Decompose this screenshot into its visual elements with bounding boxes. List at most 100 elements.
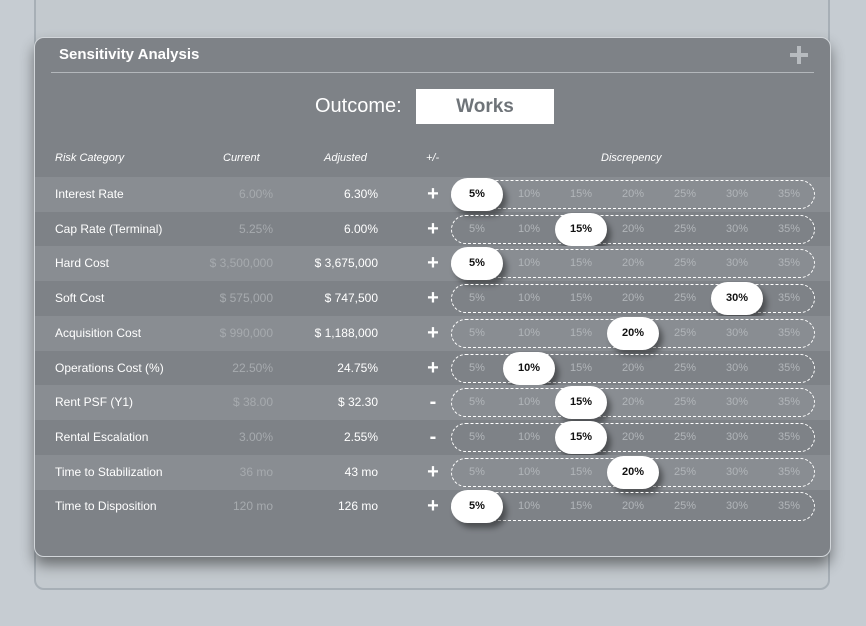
discrepancy-option[interactable]: 35% — [777, 257, 801, 270]
current-value: 6.00% — [238, 187, 273, 201]
discrepancy-option[interactable]: 15% — [555, 420, 607, 454]
discrepancy-option[interactable]: 35% — [777, 326, 801, 339]
table-row: Time to Stabilization 36 mo 43 mo +5% 10% 15%… — [35, 454, 830, 490]
discrepancy-option[interactable]: 25% — [673, 222, 697, 235]
discrepancy-option[interactable]: 30% — [725, 222, 749, 235]
sign-toggle[interactable]: + — [427, 217, 439, 240]
discrepancy-option[interactable]: 10% — [517, 430, 541, 443]
discrepancy-track — [451, 388, 815, 418]
discrepancy-option[interactable]: 30% — [725, 500, 749, 513]
discrepancy-option[interactable]: 30% — [725, 430, 749, 443]
discrepancy-option[interactable]: 30% — [725, 465, 749, 478]
discrepancy-option[interactable]: 20% — [621, 430, 645, 443]
discrepancy-option[interactable]: 5% — [469, 326, 485, 339]
discrepancy-option[interactable]: 25% — [673, 326, 697, 339]
risk-category: Time to Disposition — [55, 499, 157, 514]
discrepancy-option[interactable]: 15% — [569, 500, 593, 513]
table-row: Soft Cost $ 575,000 $ 747,500 +5% 10% 15% 20% 2… — [35, 281, 830, 316]
discrepancy-option[interactable]: 25% — [673, 500, 697, 513]
discrepancy-option[interactable]: 5% — [451, 247, 503, 281]
discrepancy-option[interactable]: 25% — [673, 188, 697, 200]
discrepancy-option[interactable]: 10% — [517, 257, 541, 270]
discrepancy-option[interactable]: 30% — [711, 282, 763, 316]
discrepancy-option[interactable]: 5% — [451, 490, 503, 524]
discrepancy-option[interactable]: 5% — [469, 222, 485, 235]
discrepancy-option[interactable]: 5% — [469, 361, 485, 374]
risk-category: Acquisition Cost — [55, 325, 142, 340]
discrepancy-option[interactable]: 15% — [569, 361, 593, 374]
header-adjusted: Adjusted — [324, 152, 367, 164]
discrepancy-option[interactable]: 20% — [621, 361, 645, 374]
discrepancy-option[interactable]: 35% — [777, 188, 801, 200]
discrepancy-option[interactable]: 25% — [673, 361, 697, 374]
sign-toggle[interactable]: - — [429, 425, 437, 448]
discrepancy-option[interactable]: 15% — [555, 386, 607, 420]
header-discrepancy: Discrepency — [601, 152, 662, 164]
discrepancy-option[interactable]: 25% — [673, 257, 697, 270]
sign-toggle[interactable]: + — [427, 460, 439, 483]
discrepancy-option[interactable]: 10% — [517, 222, 541, 235]
discrepancy-option[interactable]: 15% — [569, 257, 593, 270]
discrepancy-option[interactable]: 30% — [725, 188, 749, 200]
discrepancy-option[interactable]: 10% — [517, 500, 541, 513]
adjusted-value: $ 3,675,000 — [314, 256, 378, 271]
discrepancy-option[interactable]: 35% — [777, 500, 801, 513]
sign-toggle[interactable]: + — [427, 287, 439, 310]
table-row: Cap Rate (Terminal) 5.25% 6.00% +5% 10% 15% 20… — [35, 212, 830, 247]
discrepancy-option[interactable]: 20% — [621, 500, 645, 513]
discrepancy-option[interactable]: 15% — [569, 465, 593, 478]
discrepancy-option[interactable]: 10% — [517, 326, 541, 339]
discrepancy-option[interactable]: 20% — [621, 396, 645, 409]
sign-toggle[interactable]: + — [427, 321, 439, 344]
discrepancy-option[interactable]: 35% — [777, 396, 801, 409]
discrepancy-option[interactable]: 25% — [673, 430, 697, 443]
sign-toggle[interactable]: + — [427, 183, 439, 205]
discrepancy-option[interactable]: 20% — [621, 222, 645, 235]
sign-toggle[interactable]: + — [427, 495, 439, 518]
discrepancy-option[interactable]: 10% — [517, 465, 541, 478]
discrepancy-option[interactable]: 35% — [777, 361, 801, 374]
discrepancy-option[interactable]: 15% — [555, 212, 607, 246]
sensitivity-analysis-panel: Sensitivity Analysis Outcome: Works Risk… — [34, 37, 831, 557]
sign-toggle[interactable]: + — [427, 356, 439, 379]
discrepancy-option[interactable]: 20% — [621, 292, 645, 305]
discrepancy-option[interactable]: 5% — [469, 430, 485, 443]
discrepancy-option[interactable]: 35% — [777, 430, 801, 443]
plus-icon[interactable] — [790, 46, 808, 64]
discrepancy-option[interactable]: 15% — [569, 188, 593, 200]
discrepancy-option[interactable]: 5% — [469, 292, 485, 305]
discrepancy-option[interactable]: 20% — [607, 455, 659, 489]
discrepancy-track — [451, 284, 815, 314]
discrepancy-option[interactable]: 15% — [569, 326, 593, 339]
discrepancy-option[interactable]: 10% — [503, 351, 555, 385]
discrepancy-option[interactable]: 30% — [725, 326, 749, 339]
discrepancy-option[interactable]: 20% — [621, 188, 645, 200]
discrepancy-option[interactable]: 30% — [725, 396, 749, 409]
discrepancy-option[interactable]: 35% — [777, 465, 801, 478]
sign-toggle[interactable]: - — [429, 391, 437, 414]
discrepancy-option[interactable]: 35% — [777, 222, 801, 235]
risk-category: Rental Escalation — [55, 429, 149, 444]
discrepancy-option[interactable]: 30% — [725, 361, 749, 374]
discrepancy-option[interactable]: 15% — [569, 292, 593, 305]
discrepancy-option[interactable]: 25% — [673, 396, 697, 409]
discrepancy-option[interactable]: 10% — [517, 292, 541, 305]
discrepancy-option[interactable]: 10% — [517, 396, 541, 409]
discrepancy-option[interactable]: 20% — [607, 316, 659, 350]
discrepancy-option[interactable]: 25% — [673, 465, 697, 478]
discrepancy-option[interactable]: 10% — [517, 188, 541, 200]
outcome-value: Works — [416, 89, 554, 124]
discrepancy-option[interactable]: 30% — [725, 257, 749, 270]
current-value: 3.00% — [238, 429, 273, 444]
table-row: Operations Cost (%) 22.50% 24.75% +5% 10% 15%… — [35, 351, 830, 386]
discrepancy-option[interactable]: 20% — [621, 257, 645, 270]
discrepancy-option[interactable]: 5% — [469, 465, 485, 478]
sign-toggle[interactable]: + — [427, 252, 439, 275]
discrepancy-option[interactable]: 35% — [777, 292, 801, 305]
discrepancy-option[interactable]: 5% — [451, 178, 503, 211]
risk-category: Rent PSF (Y1) — [55, 395, 134, 410]
discrepancy-option[interactable]: 5% — [469, 396, 485, 409]
discrepancy-option[interactable]: 25% — [673, 292, 697, 305]
current-value: $ 3,500,000 — [209, 256, 273, 271]
discrepancy-track — [451, 214, 815, 244]
